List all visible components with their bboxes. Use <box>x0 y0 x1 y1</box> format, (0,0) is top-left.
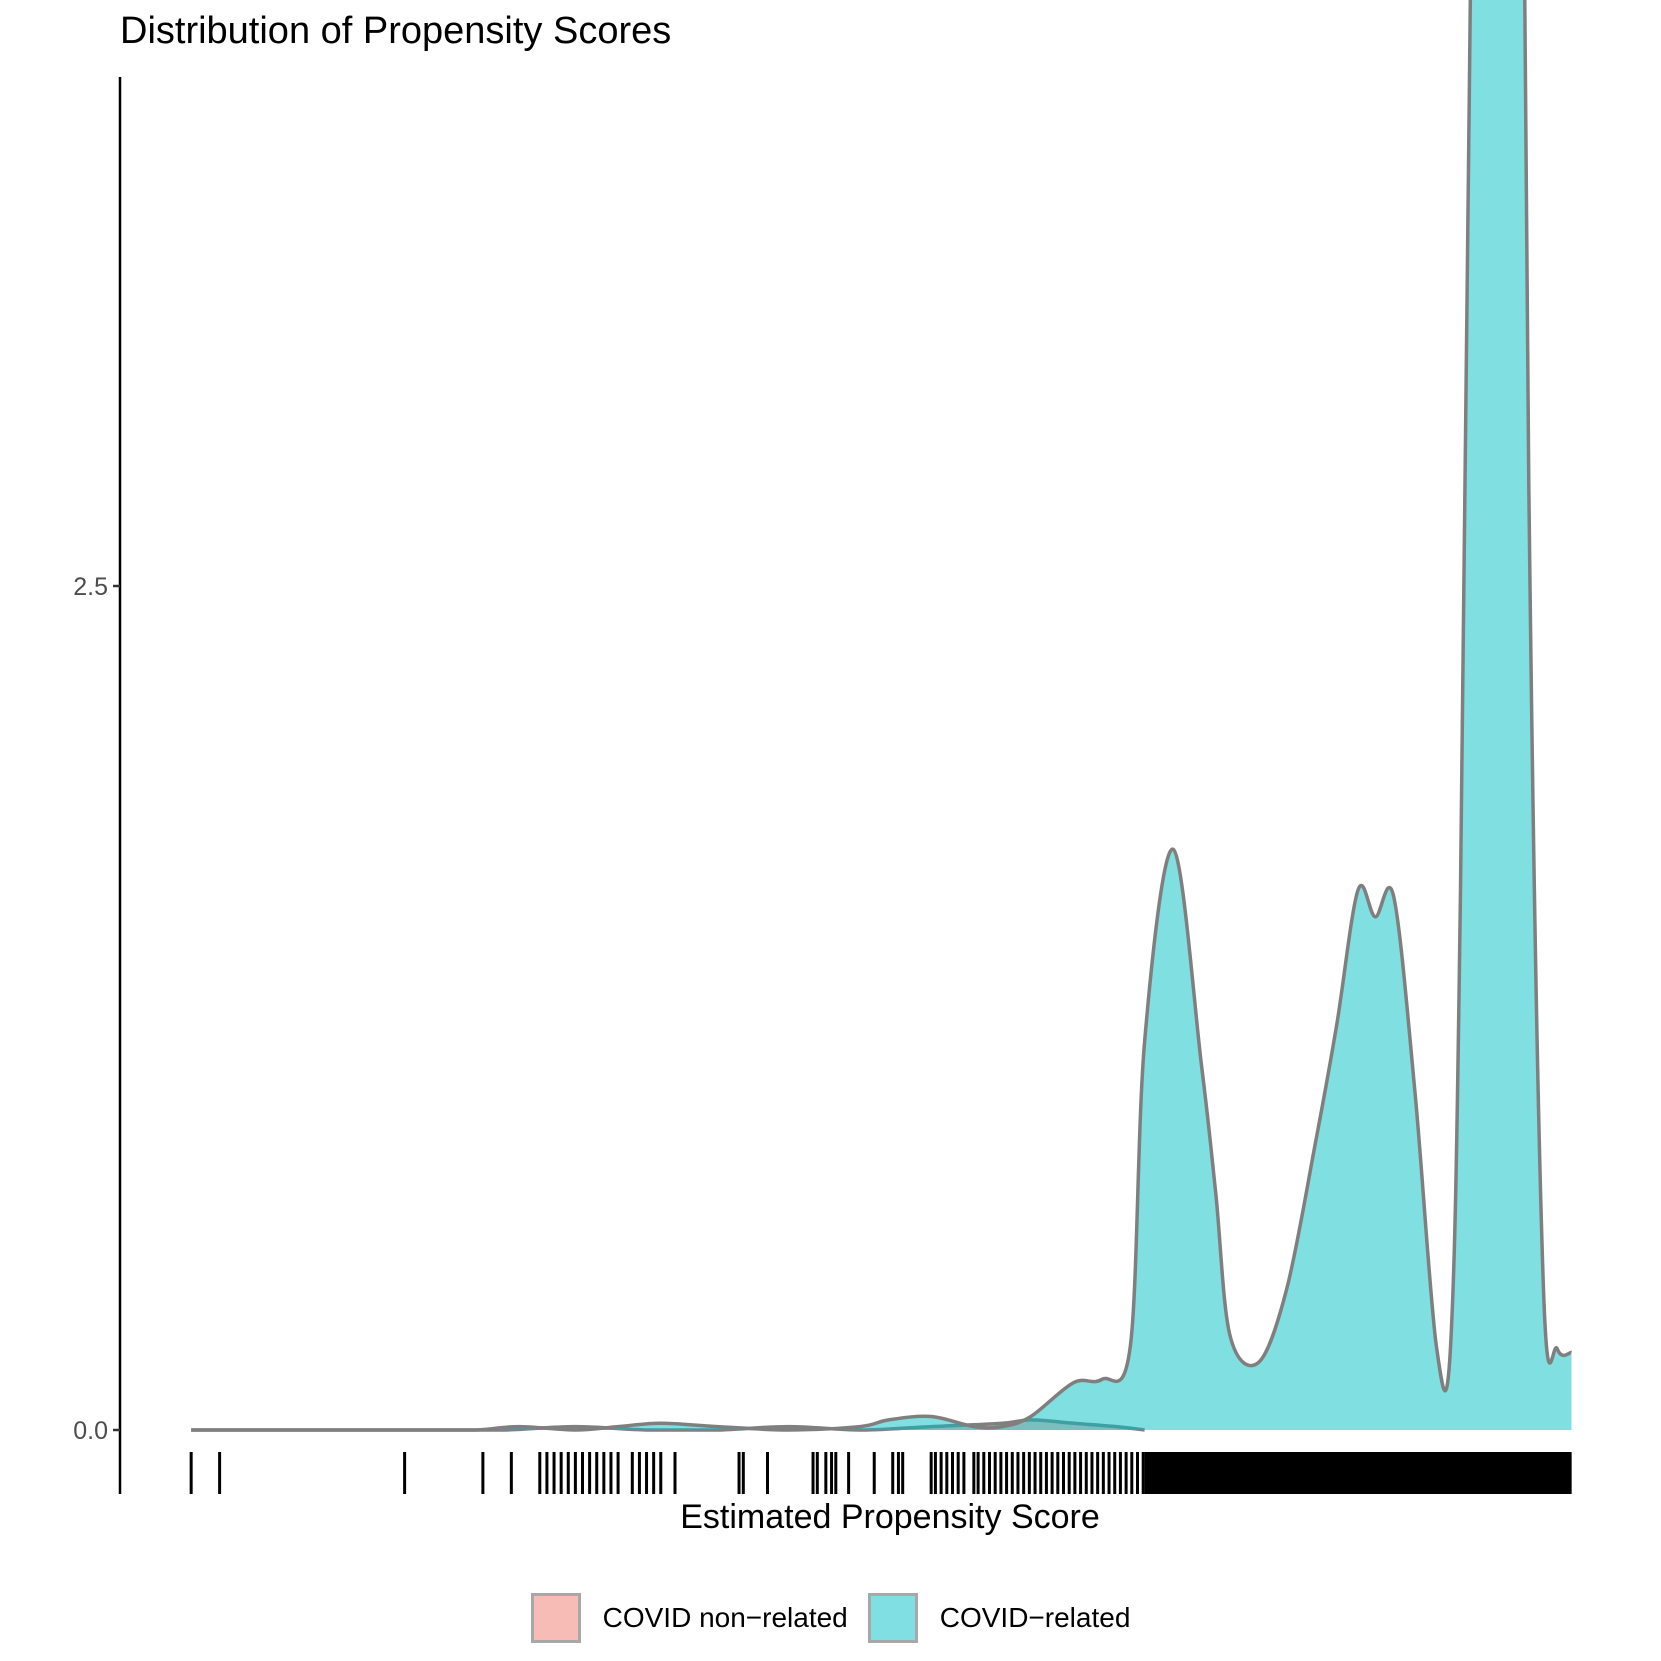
rug-dense-block <box>1144 1452 1572 1494</box>
legend: COVID non−related COVID−related <box>0 1588 1661 1648</box>
legend-item: COVID−related <box>867 1593 1131 1643</box>
y-tick-label: 2.5 <box>73 573 108 601</box>
density-area-related <box>191 0 1572 1431</box>
legend-item: COVID non−related <box>530 1593 848 1643</box>
legend-label: COVID−related <box>939 1602 1131 1633</box>
legend-key <box>867 1593 918 1643</box>
y-axis: 0.02.55.07.5 <box>73 77 122 1494</box>
density-outline-related <box>191 0 1572 1432</box>
density-plot: 0.02.55.07.5 Estimated Propensity Score <box>73 0 1572 1536</box>
chart-title: Distribution of Propensity Scores <box>120 10 672 52</box>
y-tick-label: 0.0 <box>73 1417 108 1445</box>
x-axis-title: Estimated Propensity Score <box>680 1498 1100 1536</box>
rug-marks <box>189 1452 1572 1494</box>
density-areas <box>191 0 1572 1432</box>
legend-key <box>530 1593 581 1643</box>
legend-label: COVID non−related <box>602 1602 848 1633</box>
